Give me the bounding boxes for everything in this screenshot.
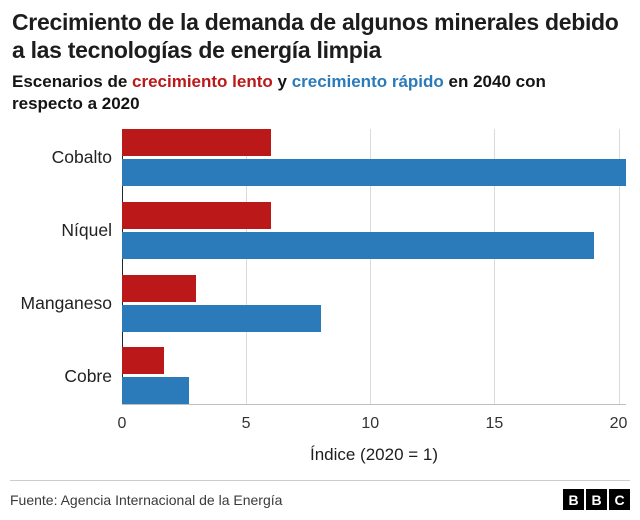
bar-rapido-niquel [122,231,594,259]
x-tick-label-5: 5 [241,415,251,433]
gridline-20 [618,129,620,405]
category-label-cobre: Cobre [64,366,112,387]
source-attribution: Fuente: Agencia Internacional de la Ener… [10,491,283,508]
category-label-manganeso: Manganeso [20,293,112,314]
x-axis: 0 5 10 15 20 [118,413,628,435]
bars-layer [122,129,626,405]
bar-group-cobalto [122,129,626,187]
chart-subtitle: Escenarios de crecimiento lento y crecim… [12,71,587,115]
category-label-cobalto: Cobalto [51,147,112,168]
bar-rapido-manganeso [122,304,321,332]
chart-title: Crecimiento de la demanda de algunos min… [12,9,619,64]
bar-lento-cobalto [122,129,271,157]
subtitle-suffix: en 2040 con respecto a 2020 [12,72,546,114]
axis-zero-line [122,129,123,405]
bar-rapido-cobre [122,377,190,405]
bbc-logo-block-b1: B [563,489,584,510]
subtitle-prefix: Escenarios de [12,72,133,92]
gridline-10 [370,129,372,405]
bbc-logo: B B C [563,489,630,510]
x-axis-title: Índice (2020 = 1) [309,445,439,465]
x-tick-label-10: 10 [361,415,380,433]
bar-group-manganeso [122,274,626,332]
category-label-niquel: Níquel [61,220,112,241]
x-tick-label-15: 15 [485,415,504,433]
bar-group-niquel [122,201,626,259]
bbc-logo-block-c: C [609,489,630,510]
bar-lento-cobre [122,347,165,375]
subtitle-fast-growth-label: crecimiento rápido [291,72,444,92]
footer: Fuente: Agencia Internacional de la Ener… [10,480,630,510]
gridline-5 [246,129,248,405]
category-labels-column: Cobalto Níquel Manganeso Cobre [12,129,112,405]
plot-area [122,129,626,406]
gridline-15 [494,129,496,405]
bar-lento-manganeso [122,274,197,302]
bar-lento-niquel [122,201,271,229]
bar-rapido-cobalto [122,159,626,187]
subtitle-middle: y [272,72,292,92]
bbc-logo-block-b2: B [586,489,607,510]
subtitle-slow-growth-label: crecimiento lento [132,72,273,92]
bar-group-cobre [122,347,626,405]
x-tick-label-20: 20 [609,415,628,433]
x-tick-label-0: 0 [117,415,127,433]
bar-chart: Cobalto Níquel Manganeso Cobre 0 5 10 15 20 Índ… [12,125,628,470]
